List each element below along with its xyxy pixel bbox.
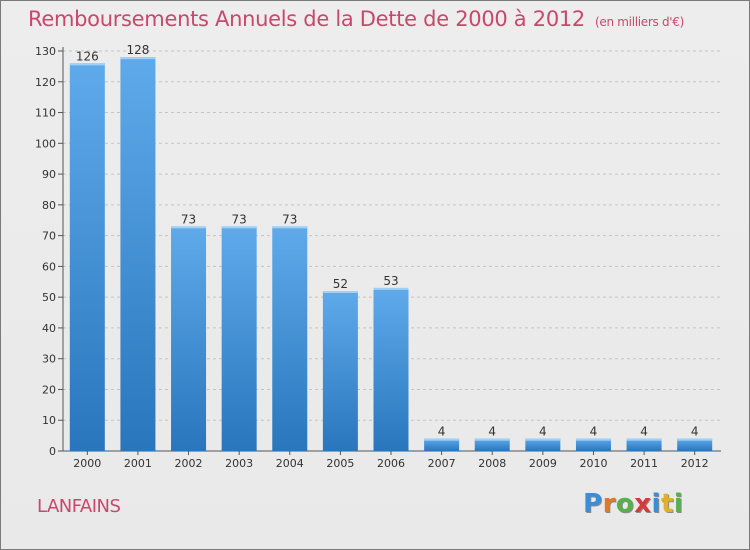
- chart-subtitle: (en milliers d'€): [595, 15, 685, 29]
- bar-highlight: [373, 287, 409, 290]
- y-tick-label: 90: [42, 168, 56, 181]
- chart-title: Remboursements Annuels de la Dette de 20…: [28, 7, 684, 31]
- data-label: 73: [232, 212, 247, 226]
- logo-letter: i: [673, 489, 684, 519]
- bar: [322, 291, 358, 451]
- y-tick-label: 30: [42, 353, 56, 366]
- data-label: 4: [539, 425, 547, 439]
- y-tick-label: 50: [42, 291, 56, 304]
- labels: 0 10 20 30 40 50 60 70 80 90 100 110 120 130 2000 126 20…: [35, 43, 709, 470]
- y-tick-label: 10: [42, 414, 56, 427]
- y-tick-label: 100: [35, 137, 56, 150]
- commune-name: LANFAINS: [37, 496, 121, 517]
- bar: [424, 438, 460, 451]
- chart-title-text: Remboursements Annuels de la Dette de 20…: [28, 7, 585, 31]
- x-tick-label: 2001: [124, 457, 152, 470]
- y-tick-label: 80: [42, 199, 56, 212]
- bar: [626, 438, 662, 451]
- bar: [474, 438, 510, 451]
- logo-letter: r: [602, 489, 616, 519]
- bar: [221, 226, 257, 451]
- x-tick-label: 2004: [276, 457, 304, 470]
- data-label: 4: [438, 425, 446, 439]
- x-tick-label: 2007: [428, 457, 456, 470]
- bar-highlight: [69, 63, 105, 66]
- x-tick-label: 2009: [529, 457, 557, 470]
- logo-letter: t: [660, 489, 674, 519]
- x-tick-label: 2003: [225, 457, 253, 470]
- y-tick-label: 130: [35, 45, 56, 58]
- bar: [525, 438, 561, 451]
- x-tick-label: 2011: [630, 457, 658, 470]
- y-tick-label: 120: [35, 76, 56, 89]
- x-tick-label: 2010: [579, 457, 607, 470]
- data-label: 4: [488, 425, 496, 439]
- logo-letter: i: [651, 489, 661, 519]
- data-label: 128: [126, 43, 149, 57]
- data-label: 4: [640, 425, 648, 439]
- bar: [69, 63, 105, 452]
- bar-highlight: [474, 438, 510, 441]
- bar-highlight: [424, 438, 460, 441]
- x-tick-label: 2000: [73, 457, 101, 470]
- bars: [69, 57, 713, 452]
- y-tick-label: 20: [42, 383, 56, 396]
- bar-highlight: [575, 438, 611, 441]
- bar: [120, 57, 156, 452]
- data-label: 53: [383, 274, 398, 288]
- data-label: 4: [691, 425, 699, 439]
- bar: [373, 287, 409, 451]
- y-tick-label: 40: [42, 322, 56, 335]
- bar-highlight: [525, 438, 561, 441]
- x-tick-label: 2005: [326, 457, 354, 470]
- y-tick-label: 110: [35, 107, 56, 120]
- bar-highlight: [120, 57, 156, 60]
- bar-highlight: [171, 226, 207, 229]
- proxiti-logo: Proxiti: [583, 489, 683, 519]
- data-label: 52: [333, 277, 348, 291]
- logo-letter: o: [615, 489, 635, 519]
- x-tick-label: 2002: [175, 457, 203, 470]
- logo-letter: P: [583, 489, 603, 519]
- y-tick-label: 70: [42, 230, 56, 243]
- bar: [171, 226, 207, 451]
- bar-highlight: [322, 291, 358, 293]
- data-label: 73: [282, 212, 297, 226]
- x-tick-label: 2012: [681, 457, 709, 470]
- bar: [272, 226, 308, 451]
- bar-highlight: [626, 438, 662, 441]
- x-tick-label: 2008: [478, 457, 506, 470]
- logo-letter: x: [634, 489, 652, 519]
- bar: [677, 438, 713, 451]
- y-tick-label: 0: [49, 445, 56, 458]
- bar-highlight: [677, 438, 713, 441]
- bar: [575, 438, 611, 451]
- data-label: 4: [590, 425, 598, 439]
- bar-highlight: [272, 226, 308, 229]
- bar-highlight: [221, 226, 257, 229]
- x-tick-label: 2006: [377, 457, 405, 470]
- data-label: 73: [181, 212, 196, 226]
- data-label: 126: [76, 49, 99, 63]
- y-tick-label: 60: [42, 260, 56, 273]
